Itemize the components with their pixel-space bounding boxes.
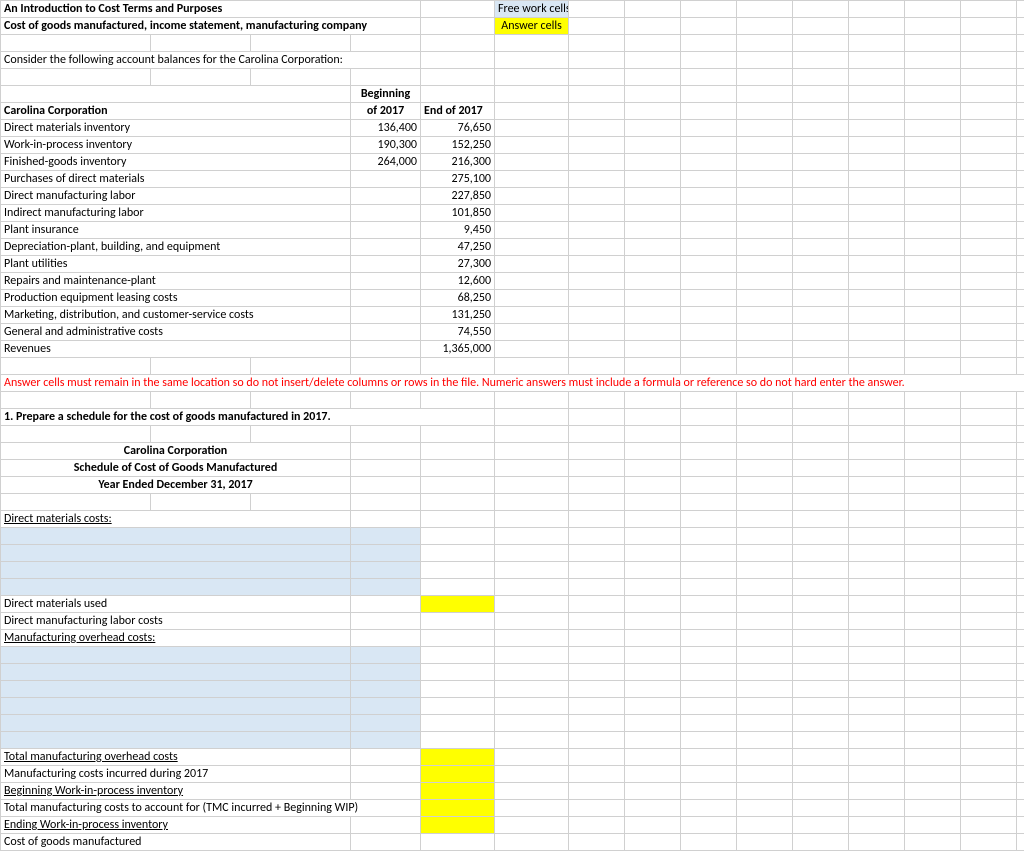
tmc: Total manufacturing costs to account for…: [1, 800, 421, 817]
table-row: Work-in-process inventory: [1, 137, 351, 154]
table-row: Plant utilities: [1, 256, 351, 273]
table-row: Indirect manufacturing labor: [1, 205, 351, 222]
col-begin-header-top: Beginning: [351, 86, 421, 103]
dm-used: Direct materials used: [1, 596, 351, 613]
table-row: Finished-goods inventory: [1, 154, 351, 171]
cell-begin[interactable]: [351, 205, 421, 222]
cogm: Cost of goods manufactured: [1, 834, 351, 851]
freework-cell[interactable]: [1, 681, 351, 698]
warning-text: Answer cells must remain in the same loc…: [1, 375, 1024, 392]
cell-end[interactable]: 101,850: [421, 205, 495, 222]
freework-cell[interactable]: [351, 732, 421, 749]
answer-cell[interactable]: [421, 766, 495, 783]
title-2: Cost of goods manufactured, income state…: [1, 18, 421, 35]
table-row: Purchases of direct materials: [1, 171, 351, 188]
freework-cell[interactable]: [1, 664, 351, 681]
cell-end[interactable]: 275,100: [421, 171, 495, 188]
freework-cell[interactable]: [1, 579, 351, 596]
cell-end[interactable]: 227,850: [421, 188, 495, 205]
answer-cell[interactable]: [421, 596, 495, 613]
dm-header: Direct materials costs:: [1, 511, 351, 528]
freework-cell[interactable]: [351, 579, 421, 596]
freework-cell[interactable]: [351, 545, 421, 562]
answer-cell[interactable]: [421, 800, 495, 817]
answer-cell[interactable]: [421, 817, 495, 834]
answer-cell[interactable]: [421, 783, 495, 800]
schedule-corp: Carolina Corporation: [1, 443, 351, 460]
cell-begin[interactable]: 190,300: [351, 137, 421, 154]
legend-answer: Answer cells: [495, 18, 569, 35]
freework-cell[interactable]: [351, 715, 421, 732]
schedule-period: Year Ended December 31, 2017: [1, 477, 351, 494]
cell-begin[interactable]: [351, 324, 421, 341]
corp-name: Carolina Corporation: [1, 103, 351, 120]
freework-cell[interactable]: [1, 715, 351, 732]
schedule-title: Schedule of Cost of Goods Manufactured: [1, 460, 351, 477]
end-wip: Ending Work-in-process inventory: [1, 817, 351, 834]
cell-begin[interactable]: [351, 307, 421, 324]
legend-freework: Free work cells: [495, 1, 569, 18]
cell-begin[interactable]: [351, 256, 421, 273]
cell-end[interactable]: 1,365,000: [421, 341, 495, 358]
mc-incurred: Manufacturing costs incurred during 2017: [1, 766, 351, 783]
cell-begin[interactable]: [351, 341, 421, 358]
cell-end[interactable]: 216,300: [421, 154, 495, 171]
table-row: Depreciation-plant, building, and equipm…: [1, 239, 351, 256]
table-row: Revenues: [1, 341, 351, 358]
table-row: Repairs and maintenance-plant: [1, 273, 351, 290]
answer-cell[interactable]: [421, 749, 495, 766]
cell-end[interactable]: 9,450: [421, 222, 495, 239]
freework-cell[interactable]: [1, 562, 351, 579]
table-row: Production equipment leasing costs: [1, 290, 351, 307]
cell-begin[interactable]: [351, 188, 421, 205]
cell-end[interactable]: 12,600: [421, 273, 495, 290]
tmoh: Total manufacturing overhead costs: [1, 749, 351, 766]
cell-end[interactable]: 74,550: [421, 324, 495, 341]
cell-begin[interactable]: [351, 222, 421, 239]
table-row: Direct materials inventory: [1, 120, 351, 137]
dml: Direct manufacturing labor costs: [1, 613, 351, 630]
cell-end[interactable]: 27,300: [421, 256, 495, 273]
moh-header: Manufacturing overhead costs:: [1, 630, 351, 647]
title-1: An Introduction to Cost Terms and Purpos…: [1, 1, 421, 18]
cell-begin[interactable]: [351, 171, 421, 188]
begin-wip: Beginning Work-in-process inventory: [1, 783, 351, 800]
table-row: Plant insurance: [1, 222, 351, 239]
cell-end[interactable]: 47,250: [421, 239, 495, 256]
freework-cell[interactable]: [1, 528, 351, 545]
freework-cell[interactable]: [1, 732, 351, 749]
cell-end[interactable]: 76,650: [421, 120, 495, 137]
col-end-header: End of 2017: [421, 103, 495, 120]
spreadsheet[interactable]: An Introduction to Cost Terms and Purpos…: [0, 0, 1024, 851]
freework-cell[interactable]: [351, 528, 421, 545]
cell-end[interactable]: 131,250: [421, 307, 495, 324]
freework-cell[interactable]: [351, 664, 421, 681]
cell-end[interactable]: 152,250: [421, 137, 495, 154]
cell-end[interactable]: 68,250: [421, 290, 495, 307]
freework-cell[interactable]: [351, 562, 421, 579]
freework-cell[interactable]: [351, 681, 421, 698]
table-row: General and administrative costs: [1, 324, 351, 341]
freework-cell[interactable]: [351, 698, 421, 715]
freework-cell[interactable]: [1, 698, 351, 715]
question-1: 1. Prepare a schedule for the cost of go…: [1, 409, 495, 426]
cell-begin[interactable]: [351, 290, 421, 307]
intro-text: Consider the following account balances …: [1, 52, 421, 69]
cell-begin[interactable]: [351, 239, 421, 256]
table-row: Marketing, distribution, and customer-se…: [1, 307, 351, 324]
col-begin-header: of 2017: [351, 103, 421, 120]
freework-cell[interactable]: [1, 545, 351, 562]
cell-begin[interactable]: 264,000: [351, 154, 421, 171]
table-row: Direct manufacturing labor: [1, 188, 351, 205]
freework-cell[interactable]: [351, 647, 421, 664]
freework-cell[interactable]: [1, 647, 351, 664]
cell-begin[interactable]: 136,400: [351, 120, 421, 137]
cell-begin[interactable]: [351, 273, 421, 290]
